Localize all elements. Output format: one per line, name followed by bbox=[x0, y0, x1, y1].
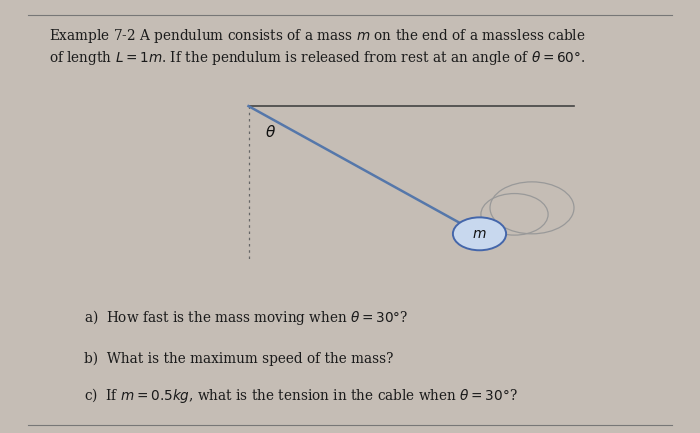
Text: $m$: $m$ bbox=[473, 227, 486, 241]
Circle shape bbox=[453, 217, 506, 250]
Text: c)  If $m = 0.5kg$, what is the tension in the cable when $\theta = 30°$?: c) If $m = 0.5kg$, what is the tension i… bbox=[84, 386, 518, 405]
Text: a)  How fast is the mass moving when $\theta = 30°$?: a) How fast is the mass moving when $\th… bbox=[84, 308, 408, 327]
Text: Example 7-2 A pendulum consists of a mass $m$ on the end of a massless cable: Example 7-2 A pendulum consists of a mas… bbox=[49, 27, 586, 45]
Text: $\theta$: $\theta$ bbox=[265, 124, 276, 140]
Text: of length $L=1m$. If the pendulum is released from rest at an angle of $\theta=6: of length $L=1m$. If the pendulum is rel… bbox=[49, 49, 585, 67]
Text: b)  What is the maximum speed of the mass?: b) What is the maximum speed of the mass… bbox=[84, 352, 393, 366]
